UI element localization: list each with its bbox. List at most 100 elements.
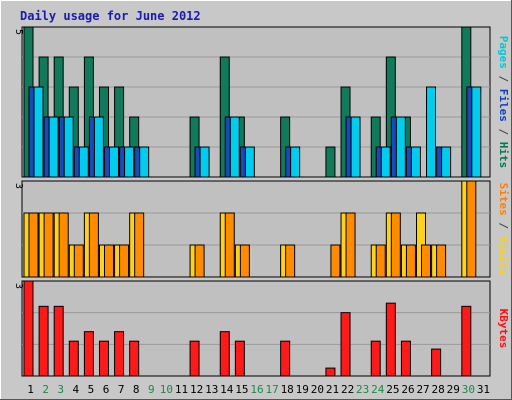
bar-kbytes-day-4 — [68, 340, 79, 377]
bar-kbytes-day-15 — [234, 340, 245, 377]
bar-pages-day-22 — [350, 116, 361, 178]
x-tick-label-day-23: 23 — [356, 383, 369, 396]
x-tick-label-day-3: 3 — [57, 383, 64, 396]
right-axis-label: KBytes — [497, 309, 510, 349]
bar-sites-day-26 — [405, 244, 416, 278]
bar-sites-day-12 — [194, 244, 205, 278]
bar-pages-day-8 — [139, 146, 150, 178]
bar-sites-day-15 — [239, 244, 250, 278]
bar-sites-day-3 — [58, 212, 69, 278]
panel-hits_files_pages: 5 Pages / Files / Hits — [13, 26, 510, 178]
x-tick-label-day-10: 10 — [160, 383, 173, 396]
y-tick-label: 5 — [13, 29, 24, 35]
bar-sites-day-25 — [390, 212, 401, 278]
bar-pages-day-26 — [410, 146, 421, 178]
bar-sites-day-5 — [88, 212, 99, 278]
bar-kbytes-day-5 — [83, 331, 94, 377]
bar-sites-day-14 — [224, 212, 235, 278]
x-tick-label-day-18: 18 — [281, 383, 294, 396]
series-sites — [28, 180, 477, 278]
bar-sites-day-30 — [466, 180, 477, 278]
x-tick-label-day-20: 20 — [311, 383, 324, 396]
x-tick-label-day-13: 13 — [205, 383, 218, 396]
x-tick-label-day-21: 21 — [326, 383, 339, 396]
x-tick-label-day-2: 2 — [42, 383, 49, 396]
x-tick-label-day-8: 8 — [133, 383, 140, 396]
x-tick-label-day-5: 5 — [88, 383, 95, 396]
x-tick-label-day-26: 26 — [401, 383, 414, 396]
x-tick-label-day-28: 28 — [432, 383, 445, 396]
bar-pages-day-7 — [124, 146, 135, 178]
x-axis-ticks: 1 2 3 4 5 6 7 8 9 10 11 12 13 14 15 16 17 18 19 20 21 22 23 24 2… — [27, 383, 490, 396]
bar-pages-day-12 — [199, 146, 210, 178]
bar-kbytes-day-8 — [129, 340, 140, 377]
y-tick-label: 3 — [13, 183, 24, 189]
right-axis-label: Pages / Files / Hits — [497, 36, 510, 169]
bar-kbytes-day-21 — [325, 367, 336, 377]
x-tick-label-day-7: 7 — [118, 383, 125, 396]
bar-pages-day-1 — [33, 86, 44, 178]
bar-sites-day-28 — [436, 244, 447, 278]
bar-kbytes-day-14 — [219, 331, 230, 377]
bar-sites-day-22 — [345, 212, 356, 278]
right-label-part: Files — [497, 89, 510, 122]
x-tick-label-day-16: 16 — [250, 383, 263, 396]
bar-pages-day-2 — [48, 116, 59, 178]
bar-kbytes-day-24 — [370, 340, 381, 377]
x-tick-label-day-12: 12 — [190, 383, 203, 396]
chart-title: Daily usage for June 2012 — [20, 9, 201, 23]
bar-kbytes-day-6 — [98, 340, 109, 377]
x-tick-label-day-17: 17 — [265, 383, 278, 396]
bar-sites-day-8 — [134, 212, 145, 278]
right-label-part: / — [497, 122, 510, 142]
right-label-part: KBytes — [497, 309, 510, 349]
bar-pages-day-25 — [395, 116, 406, 178]
x-tick-label-day-19: 19 — [296, 383, 309, 396]
x-tick-label-day-27: 27 — [416, 383, 429, 396]
bar-sites-day-4 — [73, 244, 84, 278]
bar-pages-day-30 — [471, 86, 482, 178]
bar-pages-day-6 — [108, 146, 119, 178]
panel-visits_sites: 3 Sites / Visits — [13, 180, 510, 278]
bar-kbytes-day-7 — [114, 331, 125, 377]
bar-pages-day-14 — [229, 116, 240, 178]
bar-kbytes-day-3 — [53, 305, 64, 377]
bar-pages-day-5 — [93, 116, 104, 178]
right-label-part: Sites — [497, 183, 510, 216]
x-tick-label-day-24: 24 — [371, 383, 385, 396]
bar-kbytes-day-22 — [340, 312, 351, 377]
right-axis-label: Sites / Visits — [497, 183, 510, 276]
series-kbytes — [23, 280, 472, 377]
x-tick-label-day-9: 9 — [148, 383, 155, 396]
bar-kbytes-day-1 — [23, 280, 34, 377]
x-tick-label-day-14: 14 — [220, 383, 234, 396]
bar-sites-day-7 — [119, 244, 130, 278]
bar-kbytes-day-26 — [400, 340, 411, 377]
x-tick-label-day-6: 6 — [103, 383, 110, 396]
bar-pages-day-24 — [380, 146, 391, 178]
bar-kbytes-day-12 — [189, 340, 200, 377]
bar-sites-day-18 — [285, 244, 296, 278]
bar-sites-day-6 — [103, 244, 114, 278]
bar-kbytes-day-28 — [431, 348, 442, 377]
right-label-part: / — [497, 216, 510, 236]
bar-kbytes-day-30 — [461, 305, 472, 377]
x-tick-label-day-30: 30 — [462, 383, 475, 396]
right-label-part: Pages — [497, 36, 510, 69]
x-tick-label-day-25: 25 — [386, 383, 399, 396]
bar-sites-day-27 — [421, 244, 432, 278]
series-pages — [33, 86, 482, 178]
y-tick-label: 3 — [13, 283, 24, 289]
bar-pages-day-3 — [63, 116, 74, 178]
bar-pages-day-18 — [290, 146, 301, 178]
x-tick-label-day-22: 22 — [341, 383, 354, 396]
x-tick-label-day-31: 31 — [477, 383, 490, 396]
right-label-part: Visits — [497, 236, 510, 276]
x-tick-label-day-11: 11 — [175, 383, 188, 396]
bar-kbytes-day-25 — [385, 302, 396, 377]
bar-pages-day-28 — [441, 146, 452, 178]
bar-sites-day-21 — [330, 244, 341, 278]
bar-sites-day-24 — [375, 244, 386, 278]
bar-sites-day-2 — [43, 212, 54, 278]
